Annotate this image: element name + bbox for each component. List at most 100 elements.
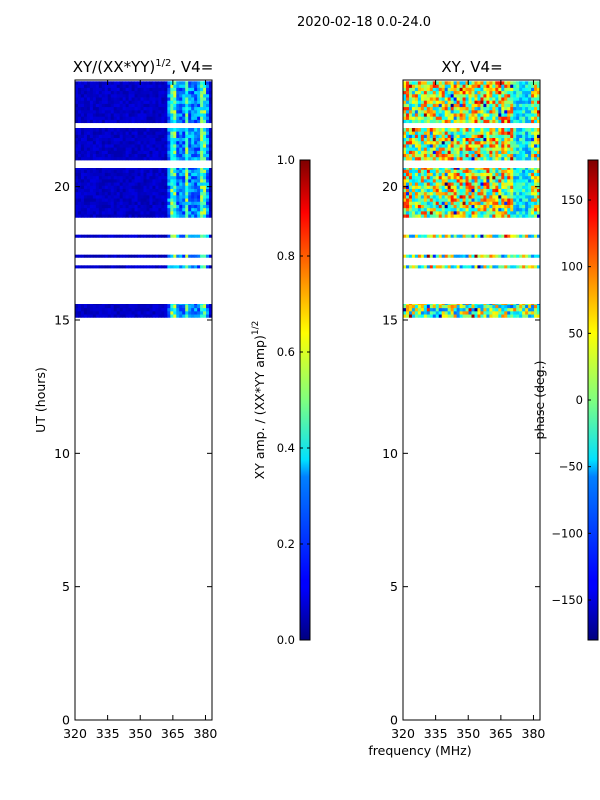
heatmap-cell: [155, 178, 159, 183]
heatmap-cell: [110, 210, 115, 215]
heatmap-cell: [206, 254, 210, 258]
heatmap-cell: [83, 182, 88, 186]
heatmap-cell: [149, 97, 153, 101]
heatmap-cell: [92, 87, 97, 92]
heatmap-cell: [194, 131, 198, 135]
heatmap-cell: [161, 90, 165, 95]
heatmap-cell: [203, 156, 207, 161]
heatmap-cell: [95, 314, 100, 318]
heatmap-cell: [405, 254, 410, 258]
heatmap-cell: [465, 207, 469, 212]
heatmap-cell: [507, 113, 511, 117]
heatmap-cell: [170, 169, 174, 173]
heatmap-cell: [504, 310, 508, 315]
heatmap-cell: [516, 185, 520, 189]
heatmap-cell: [444, 109, 449, 114]
heatmap-cell: [167, 93, 171, 98]
heatmap-cell: [531, 314, 535, 318]
heatmap-cell: [462, 119, 466, 124]
heatmap-cell: [477, 310, 481, 315]
heatmap-cell: [188, 100, 192, 104]
heatmap-cell: [513, 103, 517, 108]
heatmap-cell: [86, 307, 91, 312]
heatmap-cell: [95, 103, 100, 108]
heatmap-cell: [504, 128, 508, 132]
heatmap-cell: [447, 207, 452, 212]
heatmap-cell: [206, 210, 210, 215]
heatmap-cell: [501, 307, 505, 312]
heatmap-cell: [453, 210, 458, 215]
heatmap-cell: [98, 201, 103, 205]
heatmap-cell: [89, 194, 94, 199]
heatmap-cell: [403, 314, 407, 318]
heatmap-cell: [200, 93, 204, 98]
heatmap-cell: [459, 90, 463, 95]
heatmap-cell: [489, 131, 493, 135]
heatmap-cell: [89, 172, 94, 177]
heatmap-cell: [203, 175, 207, 180]
heatmap-cell: [453, 191, 458, 196]
heatmap-cell: [531, 150, 535, 154]
heatmap-cell: [453, 201, 458, 205]
heatmap-cell: [426, 90, 431, 95]
heatmap-cell: [408, 150, 413, 154]
heatmap-cell: [116, 100, 121, 104]
heatmap-cell: [89, 201, 94, 205]
heatmap-cell: [143, 210, 147, 215]
heatmap-cell: [158, 119, 162, 124]
heatmap-cell: [107, 182, 112, 186]
heatmap-cell: [411, 172, 416, 177]
heatmap-cell: [498, 178, 502, 183]
heatmap-cell: [435, 182, 440, 186]
heatmap-cell: [164, 254, 168, 258]
heatmap-cell: [86, 254, 91, 258]
heatmap-cell: [417, 198, 422, 202]
heatmap-cell: [441, 314, 446, 318]
heatmap-cell: [525, 182, 529, 186]
heatmap-cell: [474, 198, 478, 202]
heatmap-cell: [468, 116, 472, 120]
heatmap-cell: [143, 150, 147, 154]
heatmap-cell: [185, 314, 189, 318]
heatmap-cell: [513, 113, 517, 117]
heatmap-cell: [444, 153, 449, 158]
heatmap-cell: [456, 116, 460, 120]
heatmap-cell: [197, 310, 201, 315]
heatmap-cell: [209, 134, 212, 138]
heatmap-cell: [173, 137, 177, 142]
heatmap-cell: [441, 147, 446, 151]
heatmap-cell: [423, 265, 428, 269]
heatmap-cell: [519, 97, 523, 101]
heatmap-cell: [98, 106, 103, 111]
heatmap-cell: [447, 234, 452, 238]
heatmap-cell: [453, 137, 458, 142]
heatmap-cell: [158, 113, 162, 117]
heatmap-cell: [468, 207, 472, 212]
heatmap-cell: [176, 116, 180, 120]
heatmap-cell: [522, 188, 526, 193]
heatmap-cell: [125, 310, 130, 315]
heatmap-cell: [77, 304, 82, 305]
heatmap-cell: [477, 307, 481, 312]
heatmap-cell: [480, 207, 484, 212]
heatmap-cell: [468, 87, 472, 92]
heatmap-cell: [80, 97, 85, 101]
heatmap-cell: [507, 128, 511, 132]
heatmap-cell: [519, 128, 523, 132]
heatmap-cell: [453, 265, 458, 269]
heatmap-cell: [528, 254, 532, 258]
heatmap-cell: [441, 100, 446, 104]
heatmap-cell: [408, 144, 413, 148]
heatmap-cell: [489, 254, 493, 258]
heatmap-cell: [489, 304, 493, 309]
heatmap-cell: [537, 116, 540, 120]
heatmap-cell: [182, 188, 186, 193]
heatmap-cell: [92, 153, 97, 158]
heatmap-cell: [465, 265, 469, 269]
heatmap-cell: [408, 188, 413, 193]
heatmap-cell: [89, 84, 94, 88]
heatmap-cell: [95, 210, 100, 215]
heatmap-cell: [149, 175, 153, 180]
heatmap-cell: [197, 119, 201, 124]
heatmap-cell: [480, 84, 484, 88]
